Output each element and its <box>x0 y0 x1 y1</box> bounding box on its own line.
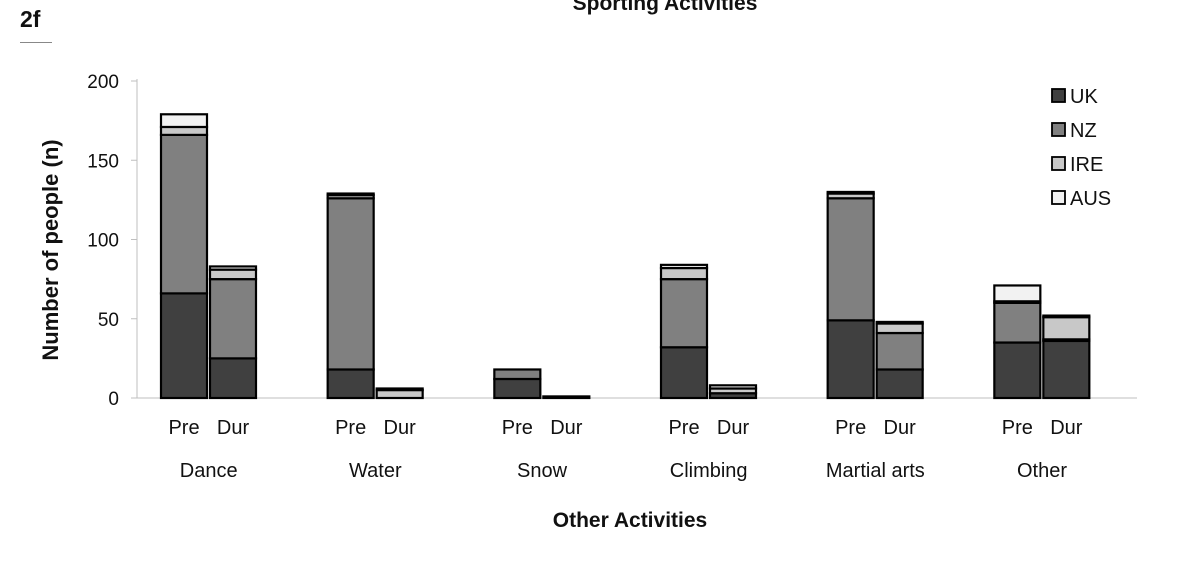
bar-segment-climbing-pre-uk <box>659 346 709 400</box>
bar-segment-other-dur-uk <box>1042 339 1091 400</box>
x-subcategory-label: Dur <box>217 417 250 439</box>
bar-segment-other-pre-uk <box>993 341 1042 400</box>
x-group-label: Climbing <box>670 460 748 482</box>
legend-label-uk: UK <box>1070 86 1098 108</box>
bar-segment-dance-pre-uk <box>159 292 209 400</box>
y-axis-label: Number of people (n) <box>38 139 63 360</box>
bar-segment-martial-arts-dur-ire <box>875 322 924 335</box>
bar-segment-climbing-dur-aus <box>708 384 758 390</box>
x-subcategory-label: Dur <box>884 417 917 439</box>
legend-swatch-uk <box>1051 88 1066 103</box>
y-tick-label: 50 <box>98 310 119 331</box>
bar-segment-climbing-pre-aus <box>659 263 709 270</box>
legend-swatch-nz <box>1051 122 1066 137</box>
legend-swatch-aus <box>1051 190 1066 205</box>
y-tick-label: 100 <box>87 231 119 252</box>
y-tick-label: 200 <box>87 72 119 93</box>
figure-label: 2f <box>20 6 41 32</box>
bar-segment-other-pre-nz <box>993 301 1042 344</box>
bar-segment-martial-arts-dur-aus <box>875 320 924 325</box>
legend-label-ire: IRE <box>1070 154 1103 176</box>
bar-segment-water-dur-ire <box>375 388 424 400</box>
x-subcategory-label: Pre <box>168 417 199 439</box>
legend-label-nz: NZ <box>1070 120 1097 142</box>
bar-segment-climbing-pre-ire <box>659 266 709 281</box>
bar-segment-other-dur-ire <box>1042 316 1091 341</box>
x-subcategory-label: Pre <box>502 417 533 439</box>
x-subcategory-label: Dur <box>717 417 750 439</box>
y-tick-label: 0 <box>108 389 119 410</box>
bar-segment-martial-arts-pre-aus <box>826 190 875 195</box>
bar-segment-dance-dur-nz <box>208 278 258 360</box>
x-subcategory-label: Dur <box>384 417 417 439</box>
x-subcategory-label: Pre <box>335 417 366 439</box>
bar-segment-dance-dur-aus <box>208 265 258 271</box>
bar-segment-snow-dur-ire <box>542 395 591 400</box>
bar-segment-martial-arts-dur-uk <box>875 368 924 400</box>
x-group-label: Dance <box>180 460 238 482</box>
bar-segment-dance-pre-nz <box>159 133 209 295</box>
x-subcategory-label: Dur <box>1050 417 1083 439</box>
legend-swatch-ire <box>1051 156 1066 171</box>
bar-segment-snow-pre-nz <box>493 368 542 381</box>
bar-segment-dance-pre-ire <box>159 125 209 136</box>
x-axis-label: Other Activities <box>553 509 707 532</box>
bar-segment-martial-arts-pre-nz <box>826 197 875 322</box>
bar-segment-water-pre-uk <box>326 368 375 400</box>
x-group-label: Water <box>349 460 402 482</box>
bar-segment-dance-dur-ire <box>208 268 258 281</box>
x-group-label: Snow <box>517 460 568 482</box>
bar-segment-martial-arts-pre-uk <box>826 319 875 400</box>
x-group-label: Other <box>1017 460 1067 482</box>
bar-segment-other-dur-aus <box>1042 314 1091 319</box>
legend: UK NZ IRE AUS <box>1051 86 1111 210</box>
bar-segment-dance-pre-aus <box>159 113 209 129</box>
bar-segment-water-pre-nz <box>326 197 375 371</box>
x-subcategory-label: Pre <box>1002 417 1033 439</box>
bar-segment-martial-arts-dur-nz <box>875 331 924 371</box>
legend-label-aus: AUS <box>1070 188 1111 210</box>
bar-segment-climbing-pre-nz <box>659 278 709 349</box>
y-tick-label: 150 <box>87 151 119 172</box>
bar-segment-water-dur-aus <box>375 387 424 392</box>
bar-segment-dance-dur-uk <box>208 357 258 400</box>
bar-segment-water-pre-aus <box>326 192 375 197</box>
x-subcategory-label: Dur <box>550 417 583 439</box>
bar-segment-other-pre-aus <box>993 284 1042 303</box>
x-subcategory-label: Pre <box>668 417 699 439</box>
figure-label-underline <box>20 42 52 43</box>
x-subcategory-label: Pre <box>835 417 866 439</box>
x-group-label: Martial arts <box>826 460 925 482</box>
plot-area: 0 50 100 150 200 Pre Dur Dance Pre Dur Water Pre Dur… <box>87 72 1137 482</box>
bar-segment-snow-pre-uk <box>493 377 542 400</box>
chart-title: Sporting Activities <box>573 0 758 15</box>
